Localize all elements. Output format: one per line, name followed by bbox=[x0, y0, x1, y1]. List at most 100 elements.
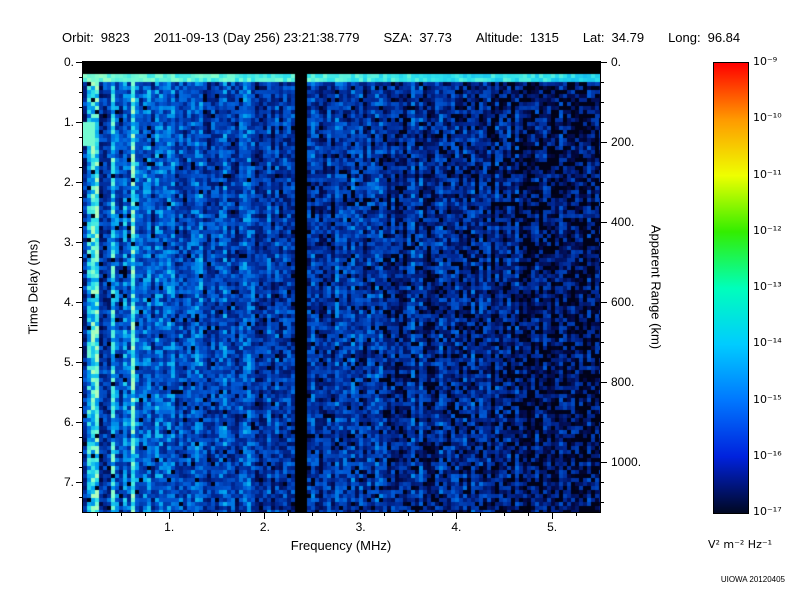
y-right-minor-tick bbox=[601, 201, 604, 203]
y-right-tick bbox=[601, 301, 607, 303]
lat-value: 34.79 bbox=[611, 30, 645, 45]
x-minor-tick bbox=[479, 513, 481, 516]
x-tick-label: 2. bbox=[259, 520, 270, 534]
y-left-minor-tick bbox=[79, 106, 82, 108]
long-group: Long: 96.84 bbox=[668, 30, 740, 45]
y-left-minor-tick bbox=[79, 466, 82, 468]
x-minor-tick bbox=[384, 513, 386, 516]
x-minor-tick bbox=[575, 513, 577, 516]
y-left-minor-tick bbox=[79, 316, 82, 318]
y-right-tick-label: 600. bbox=[611, 295, 635, 309]
orbit-value: 9823 bbox=[100, 30, 130, 45]
colorbar-tick-label: 10⁻¹¹ bbox=[753, 167, 782, 181]
y-left-minor-tick bbox=[79, 91, 82, 93]
altitude-label: Altitude: bbox=[475, 30, 523, 45]
x-minor-tick bbox=[431, 513, 433, 516]
colorbar-tick-label: 10⁻¹⁷ bbox=[753, 505, 782, 518]
y-right-minor-tick bbox=[601, 261, 604, 263]
y-left-minor-tick bbox=[79, 271, 82, 273]
y-right-minor-tick bbox=[601, 421, 604, 423]
x-minor-tick bbox=[408, 513, 410, 516]
x-tick-label: 4. bbox=[451, 520, 462, 534]
altitude-value: 1315 bbox=[529, 30, 559, 45]
datetime-value: 2011-09-13 (Day 256) 23:21:38.779 bbox=[153, 30, 360, 45]
y-right-minor-tick bbox=[601, 181, 604, 183]
lat-label: Lat: bbox=[582, 30, 605, 45]
y-right-minor-tick bbox=[601, 241, 604, 243]
x-minor-tick bbox=[527, 513, 529, 516]
y-right-tick bbox=[601, 221, 607, 223]
colorbar bbox=[713, 62, 749, 514]
y-right-tick bbox=[601, 141, 607, 143]
altitude-group: Altitude: 1315 bbox=[476, 30, 559, 45]
y-left-tick bbox=[76, 301, 82, 303]
y-right-minor-tick bbox=[601, 101, 604, 103]
datetime-group: 2011-09-13 (Day 256) 23:21:38.779 bbox=[154, 30, 360, 45]
lat-group: Lat: 34.79 bbox=[583, 30, 644, 45]
y-left-tick bbox=[76, 181, 82, 183]
y-right-tick-label: 1000. bbox=[611, 455, 642, 469]
y-left-minor-tick bbox=[79, 76, 82, 78]
y-right-minor-tick bbox=[601, 481, 604, 483]
y-left-minor-tick bbox=[79, 376, 82, 378]
orbit-group: Orbit: 9823 bbox=[62, 30, 130, 45]
y-left-tick-label: 5. bbox=[63, 355, 74, 369]
y-left-tick bbox=[76, 361, 82, 363]
y-right-minor-tick bbox=[601, 281, 604, 283]
x-tick-label: 1. bbox=[164, 520, 175, 534]
x-tick-label: 3. bbox=[355, 520, 366, 534]
header-info-line: Orbit: 9823 2011-09-13 (Day 256) 23:21:3… bbox=[62, 30, 740, 45]
y-left-minor-tick bbox=[79, 391, 82, 393]
y-left-minor-tick bbox=[79, 256, 82, 258]
x-tick bbox=[455, 513, 457, 519]
y-right-tick-label: 800. bbox=[611, 375, 635, 389]
y-left-tick bbox=[76, 121, 82, 123]
y-left-tick bbox=[76, 481, 82, 483]
y-right-minor-tick bbox=[601, 341, 604, 343]
x-tick bbox=[168, 513, 170, 519]
y-right-tick-label: 0. bbox=[611, 55, 622, 69]
colorbar-tick-label: 10⁻¹² bbox=[753, 223, 782, 237]
y-left-minor-tick bbox=[79, 406, 82, 408]
x-axis-label: Frequency (MHz) bbox=[290, 538, 392, 553]
right-y-axis-label: Apparent Range (km) bbox=[648, 224, 664, 350]
plot-frame bbox=[82, 61, 601, 513]
y-right-tick bbox=[601, 61, 607, 63]
colorbar-tick-label: 10⁻¹⁰ bbox=[753, 111, 782, 125]
x-minor-tick bbox=[240, 513, 242, 516]
x-tick bbox=[360, 513, 362, 519]
colorbar-tick-label: 10⁻⁹ bbox=[753, 55, 778, 68]
y-left-tick-label: 2. bbox=[63, 175, 74, 189]
y-right-minor-tick bbox=[601, 321, 604, 323]
x-minor-tick bbox=[144, 513, 146, 516]
long-value: 96.84 bbox=[707, 30, 741, 45]
colorbar-unit-label: V² m⁻² Hz⁻¹ bbox=[707, 538, 773, 551]
y-right-minor-tick bbox=[601, 161, 604, 163]
y-left-tick-label: 4. bbox=[63, 295, 74, 309]
y-left-tick-label: 6. bbox=[63, 415, 74, 429]
colorbar-tick-label: 10⁻¹³ bbox=[753, 280, 782, 293]
y-left-tick bbox=[76, 241, 82, 243]
x-tick-label: 5. bbox=[547, 520, 558, 534]
left-y-axis-label: Time Delay (ms) bbox=[25, 239, 41, 335]
y-left-minor-tick bbox=[79, 196, 82, 198]
colorbar-tick-label: 10⁻¹⁵ bbox=[753, 392, 782, 406]
credit-text: UIOWA 20120405 bbox=[720, 575, 785, 584]
spectrogram-canvas bbox=[83, 62, 600, 512]
y-left-tick-label: 1. bbox=[63, 115, 74, 129]
colorbar-tick-label: 10⁻¹⁴ bbox=[753, 336, 782, 350]
y-left-tick-label: 0. bbox=[63, 55, 74, 69]
y-right-minor-tick bbox=[601, 401, 604, 403]
y-left-minor-tick bbox=[79, 331, 82, 333]
y-right-tick-label: 200. bbox=[611, 135, 635, 149]
y-right-tick-label: 400. bbox=[611, 215, 635, 229]
y-left-minor-tick bbox=[79, 211, 82, 213]
y-right-minor-tick bbox=[601, 441, 604, 443]
y-left-minor-tick bbox=[79, 451, 82, 453]
y-left-minor-tick bbox=[79, 166, 82, 168]
y-left-minor-tick bbox=[79, 496, 82, 498]
x-minor-tick bbox=[96, 513, 98, 516]
y-right-minor-tick bbox=[601, 81, 604, 83]
long-label: Long: bbox=[668, 30, 701, 45]
